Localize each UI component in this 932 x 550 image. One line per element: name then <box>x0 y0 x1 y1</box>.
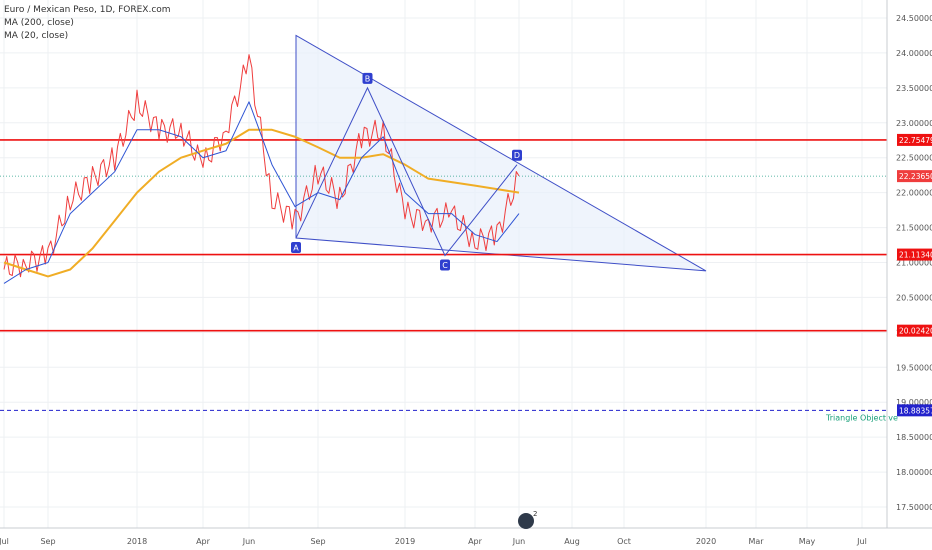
price-tick-label: 19.00000 <box>896 398 932 407</box>
point-label-d-box <box>512 149 522 161</box>
price-tick-label: 17.50000 <box>896 503 932 512</box>
time-tick-label: 2020 <box>696 537 716 546</box>
level-price-tag: 22.75479 <box>899 136 932 145</box>
grid <box>0 0 887 528</box>
price-series <box>3 54 520 284</box>
time-tick-label: Jun <box>242 537 256 546</box>
time-tick-label: Sep <box>40 537 55 546</box>
level-price-tag-box <box>897 324 932 337</box>
time-tick-label: Jul <box>856 537 867 546</box>
point-label-c: C <box>442 261 448 270</box>
level-price-tag: 21.11340 <box>899 251 932 260</box>
ma20-line <box>3 101 520 284</box>
time-tick-label: Oct <box>617 537 631 546</box>
time-axis[interactable]: Jul Sep 2018 Apr Jun Sep 2019 Apr Jun Aug Oct 2020 M… <box>0 527 932 546</box>
level-price-tag-box <box>897 248 932 261</box>
ma200-line <box>3 128 520 278</box>
price-tick-label: 22.50000 <box>896 154 932 163</box>
current-price-tag-box <box>897 170 932 183</box>
level-price-tag-box <box>897 404 932 417</box>
price-tick-label: 20.50000 <box>896 293 932 302</box>
price-tick-label: 18.00000 <box>896 468 932 477</box>
chart-legend: Euro / Mexican Peso, 1D, FOREX.com MA (2… <box>4 4 171 43</box>
time-tick-label: Jul <box>0 537 9 546</box>
level-price-tag: 20.02420 <box>899 327 932 336</box>
time-tick-label: Aug <box>564 537 580 546</box>
level-price-tag: 18.88357 <box>899 406 932 415</box>
time-tick-label: Apr <box>196 537 211 546</box>
triangle-objective-label: Triangle Objective <box>825 413 898 422</box>
legend-ma20[interactable]: MA (20, close) <box>4 31 69 41</box>
price-tick-label: 21.00000 <box>896 259 932 268</box>
price-tick-label: 23.00000 <box>896 119 932 128</box>
point-label-d: D <box>514 151 520 160</box>
point-label-c-box <box>440 259 450 271</box>
horizontal-levels[interactable] <box>0 139 887 411</box>
price-tick-label: 22.00000 <box>896 189 932 198</box>
point-label-b: B <box>365 74 371 83</box>
price-tick-label: 18.50000 <box>896 433 932 442</box>
time-tick-label: May <box>799 537 816 546</box>
notification-badge: 2 <box>533 510 538 518</box>
point-label-b-box <box>362 72 373 84</box>
legend-ma200[interactable]: MA (200, close) <box>4 18 74 28</box>
price-tick-label: 23.50000 <box>896 84 932 93</box>
current-price-tag: 22.23650 <box>899 172 932 181</box>
price-tick-label: 24.50000 <box>896 14 932 23</box>
price-tick-label: 21.50000 <box>896 224 932 233</box>
pattern-annotations: A B C D Triangle Objective <box>291 72 898 422</box>
level-price-tag-box <box>897 133 932 146</box>
abcd-path <box>295 86 518 257</box>
legend-title: Euro / Mexican Peso, 1D, FOREX.com <box>4 5 171 15</box>
price-tick-label: 24.00000 <box>896 49 932 58</box>
price-tick-label: 19.50000 <box>896 363 932 372</box>
time-tick-label: Mar <box>748 537 764 546</box>
time-tick-label: Sep <box>310 537 325 546</box>
tradingview-logo-icon[interactable] <box>518 513 534 529</box>
time-tick-label: 2018 <box>127 537 147 546</box>
time-tick-label: 2019 <box>395 537 415 546</box>
price-axis[interactable]: 17.50000 18.00000 18.50000 19.00000 19.50000… <box>886 0 932 528</box>
point-label-a-box <box>291 242 301 254</box>
time-tick-label: Jun <box>512 537 526 546</box>
time-tick-label: Apr <box>468 537 483 546</box>
point-label-a: A <box>293 244 299 253</box>
price-line <box>3 54 520 278</box>
